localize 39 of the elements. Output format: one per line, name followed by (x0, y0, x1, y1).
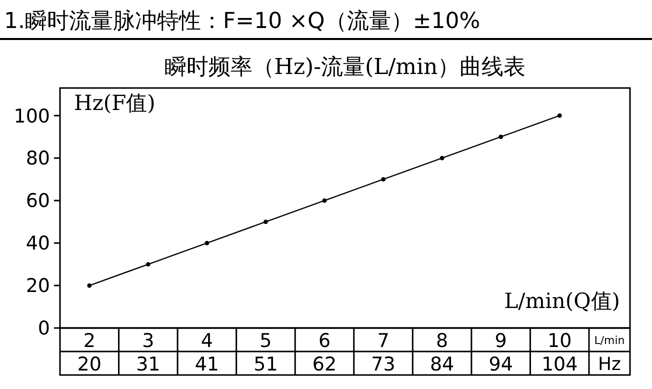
text: 41 (194, 353, 220, 376)
x-tick-label: 5 (260, 330, 272, 352)
point (146, 262, 150, 266)
x-tick-label: 7 (377, 330, 390, 352)
point (498, 134, 504, 140)
chart-subtitle: 瞬时频率（Hz)-流量(L/min）曲线表 (164, 55, 526, 80)
text: 73 (371, 353, 396, 376)
x-tick-label: 10 (548, 330, 572, 352)
y-tick-label: 0 (38, 318, 50, 340)
x-tick-label: 2 (83, 330, 96, 352)
text: 51 (254, 353, 278, 376)
y-tick-label: 40 (26, 232, 50, 255)
point (440, 156, 444, 160)
text: Hz (598, 354, 621, 376)
y-tick-label: 60 (26, 190, 50, 212)
x-tick-label: 8 (436, 330, 448, 352)
y-tick-label: 20 (26, 275, 50, 298)
chart-title: 1.瞬时流量脉冲特性：F=10 ×Q（流量）±10% (4, 9, 480, 34)
text: 104 (541, 353, 578, 376)
text: 20 (77, 353, 102, 376)
y-tick-label: 80 (26, 148, 50, 170)
point (557, 113, 562, 118)
y-axis-title: Hz(F值) (74, 91, 156, 115)
x-axis-title: L/min(Q值) (504, 289, 620, 313)
x-tick-label: 3 (142, 330, 154, 352)
text: 94 (488, 353, 513, 376)
text: 84 (430, 353, 454, 376)
x-tick-label: 9 (494, 330, 507, 352)
point (381, 177, 386, 182)
x-tick-label: 4 (200, 330, 213, 352)
text: 31 (136, 353, 160, 376)
point (264, 220, 268, 224)
text: 62 (312, 353, 337, 376)
point (87, 283, 92, 288)
text: L/min (594, 334, 625, 347)
point (322, 198, 327, 203)
point (204, 240, 210, 246)
y-tick-label: 100 (14, 105, 50, 128)
x-tick-label: 6 (318, 330, 331, 352)
